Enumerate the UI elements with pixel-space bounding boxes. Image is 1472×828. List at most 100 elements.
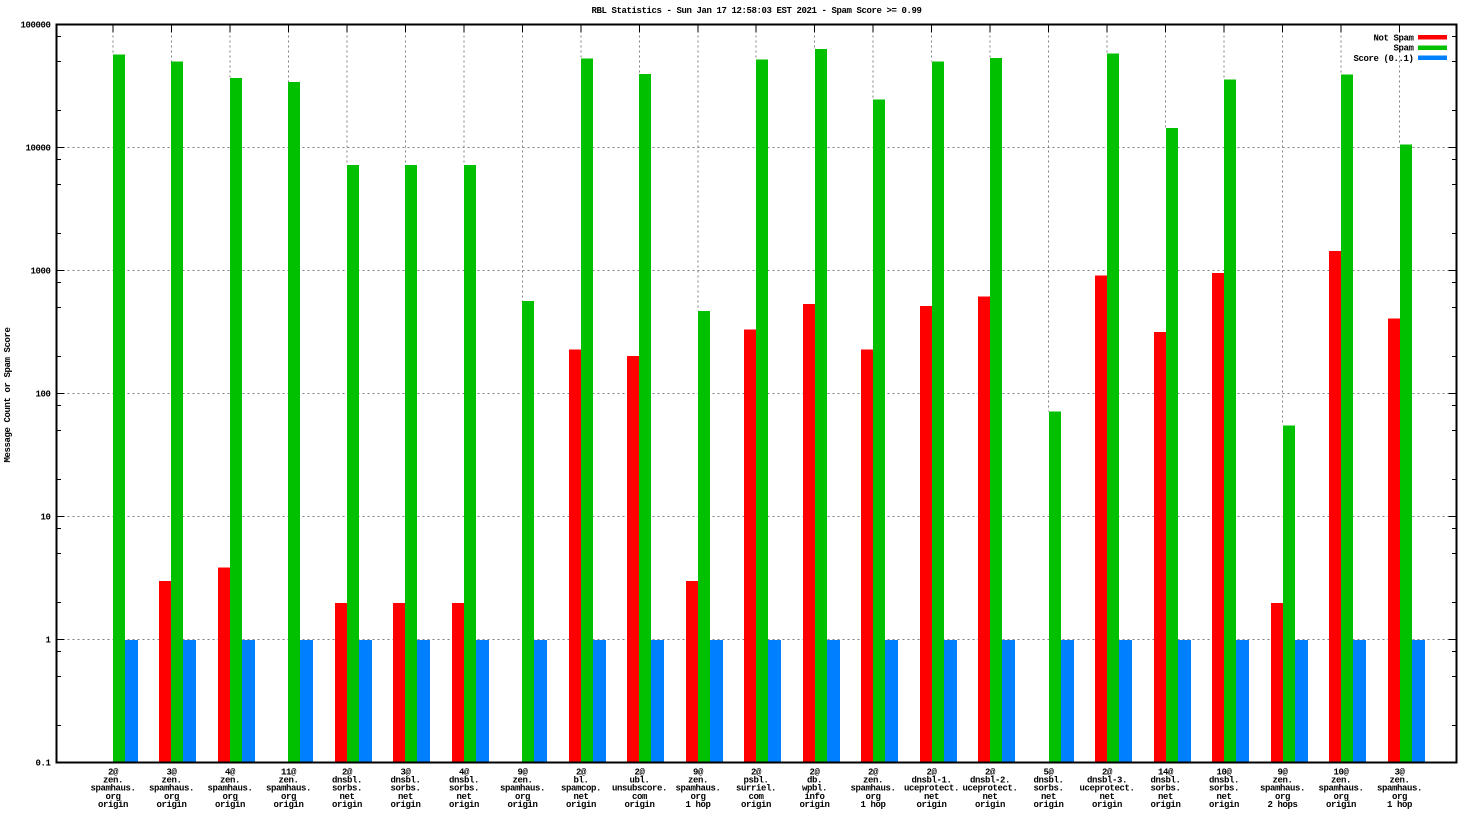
- svg-text:10@: 10@: [1216, 767, 1232, 777]
- svg-text:2 hops: 2 hops: [1267, 800, 1297, 810]
- svg-text:spamhaus.: spamhaus.: [675, 784, 720, 794]
- svg-text:1 hop: 1 hop: [1387, 800, 1412, 810]
- svg-text:zen.: zen.: [1272, 776, 1292, 786]
- svg-text:10: 10: [40, 513, 50, 523]
- svg-text:zen.: zen.: [278, 776, 298, 786]
- svg-text:dnsbl.: dnsbl.: [390, 776, 420, 786]
- svg-text:zen.: zen.: [1389, 776, 1409, 786]
- svg-text:100000: 100000: [20, 21, 50, 31]
- svg-text:zen.: zen.: [688, 776, 708, 786]
- svg-text:sorbs.: sorbs.: [332, 784, 362, 794]
- svg-text:dnsbl.: dnsbl.: [1209, 776, 1239, 786]
- svg-text:dnsbl.: dnsbl.: [449, 776, 479, 786]
- svg-text:origin: origin: [332, 800, 362, 810]
- svg-text:spamhaus.: spamhaus.: [1318, 784, 1363, 794]
- svg-text:net: net: [1158, 792, 1173, 802]
- svg-text:9@: 9@: [1277, 767, 1288, 777]
- svg-text:zen.: zen.: [512, 776, 532, 786]
- svg-text:origin: origin: [975, 800, 1005, 810]
- svg-text:net: net: [1099, 792, 1114, 802]
- svg-text:psbl.: psbl.: [743, 776, 768, 786]
- svg-text:org: org: [1275, 792, 1290, 802]
- svg-text:org: org: [281, 792, 296, 802]
- svg-text:2@: 2@: [1102, 767, 1113, 777]
- svg-text:14@: 14@: [1158, 767, 1174, 777]
- svg-text:info: info: [804, 792, 824, 802]
- svg-text:origin: origin: [799, 800, 829, 810]
- svg-text:2@: 2@: [985, 767, 996, 777]
- svg-text:uceprotect.: uceprotect.: [904, 784, 959, 794]
- svg-text:zen.: zen.: [161, 776, 181, 786]
- svg-text:zen.: zen.: [863, 776, 883, 786]
- svg-text:sorbs.: sorbs.: [449, 784, 479, 794]
- svg-text:net: net: [924, 792, 939, 802]
- svg-text:Score (0..1): Score (0..1): [1353, 54, 1413, 64]
- svg-text:2@: 2@: [809, 767, 820, 777]
- svg-text:origin: origin: [156, 800, 186, 810]
- svg-text:5@: 5@: [1043, 767, 1054, 777]
- svg-text:origin: origin: [215, 800, 245, 810]
- svg-text:uceprotect.: uceprotect.: [1079, 784, 1134, 794]
- svg-text:org: org: [690, 792, 705, 802]
- svg-text:spamhaus.: spamhaus.: [1260, 784, 1305, 794]
- svg-text:origin: origin: [507, 800, 537, 810]
- svg-text:3@: 3@: [1394, 767, 1405, 777]
- svg-text:4@: 4@: [225, 767, 236, 777]
- svg-text:com: com: [748, 792, 764, 802]
- svg-text:100: 100: [35, 390, 50, 400]
- svg-text:origin: origin: [741, 800, 771, 810]
- svg-text:spamhaus.: spamhaus.: [266, 784, 311, 794]
- svg-text:dnsbl.: dnsbl.: [1033, 776, 1063, 786]
- svg-text:db.: db.: [807, 776, 822, 786]
- svg-text:org: org: [865, 792, 880, 802]
- svg-text:9@: 9@: [517, 767, 528, 777]
- svg-text:2@: 2@: [634, 767, 645, 777]
- svg-text:net: net: [456, 792, 471, 802]
- svg-text:2@: 2@: [868, 767, 879, 777]
- svg-text:dnsbl-1.: dnsbl-1.: [911, 776, 951, 786]
- svg-text:origin: origin: [624, 800, 654, 810]
- svg-text:surriel.: surriel.: [736, 784, 776, 794]
- svg-text:origin: origin: [1150, 800, 1180, 810]
- svg-text:sorbs.: sorbs.: [1033, 784, 1063, 794]
- svg-text:2@: 2@: [108, 767, 119, 777]
- svg-text:zen.: zen.: [1331, 776, 1351, 786]
- svg-text:2@: 2@: [926, 767, 937, 777]
- svg-text:dnsbl.: dnsbl.: [1150, 776, 1180, 786]
- svg-text:origin: origin: [1326, 800, 1356, 810]
- svg-text:0.1: 0.1: [35, 759, 51, 769]
- svg-text:origin: origin: [916, 800, 946, 810]
- svg-text:sorbs.: sorbs.: [1209, 784, 1239, 794]
- svg-text:2@: 2@: [342, 767, 353, 777]
- svg-text:spamhaus.: spamhaus.: [90, 784, 135, 794]
- svg-text:net: net: [1041, 792, 1056, 802]
- svg-text:4@: 4@: [459, 767, 470, 777]
- svg-text:2@: 2@: [751, 767, 762, 777]
- svg-text:1000: 1000: [30, 267, 50, 277]
- svg-text:origin: origin: [390, 800, 420, 810]
- svg-text:net: net: [1216, 792, 1231, 802]
- svg-text:org: org: [515, 792, 530, 802]
- svg-text:net: net: [339, 792, 354, 802]
- svg-text:3@: 3@: [400, 767, 411, 777]
- svg-text:9@: 9@: [693, 767, 704, 777]
- svg-text:org: org: [1333, 792, 1348, 802]
- svg-text:org: org: [105, 792, 120, 802]
- svg-text:sorbs.: sorbs.: [1150, 784, 1180, 794]
- svg-text:1 hop: 1 hop: [685, 800, 710, 810]
- svg-text:dnsbl-2.: dnsbl-2.: [970, 776, 1010, 786]
- svg-text:net: net: [982, 792, 997, 802]
- svg-text:org: org: [164, 792, 179, 802]
- svg-text:11@: 11@: [281, 767, 297, 777]
- svg-text:sorbs.: sorbs.: [390, 784, 420, 794]
- svg-text:origin: origin: [1092, 800, 1122, 810]
- svg-text:dnsbl-3.: dnsbl-3.: [1087, 776, 1127, 786]
- svg-text:org: org: [222, 792, 237, 802]
- svg-text:net: net: [398, 792, 413, 802]
- svg-text:com: com: [632, 792, 648, 802]
- svg-text:2@: 2@: [576, 767, 587, 777]
- svg-text:Spam: Spam: [1393, 44, 1414, 54]
- svg-text:wpbl.: wpbl.: [802, 784, 827, 794]
- svg-text:origin: origin: [1209, 800, 1239, 810]
- svg-text:1 hop: 1 hop: [860, 800, 885, 810]
